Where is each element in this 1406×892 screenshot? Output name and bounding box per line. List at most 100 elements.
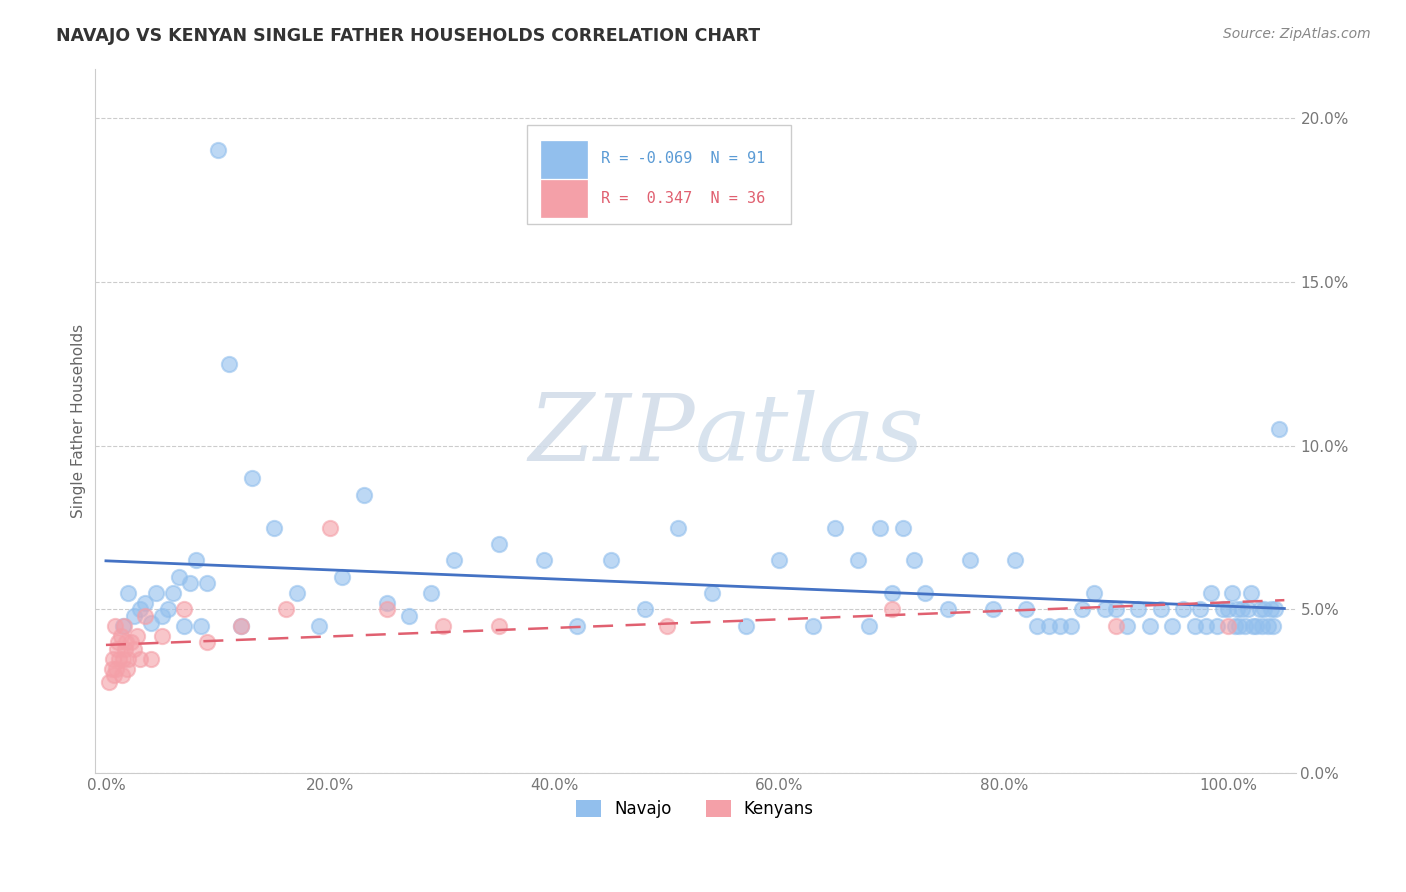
Point: [122, 609, 145, 624]
Point: [330, 570, 353, 584]
Point: [1230, 602, 1253, 616]
FancyBboxPatch shape: [541, 141, 588, 178]
Point: [1071, 602, 1094, 616]
FancyBboxPatch shape: [527, 125, 792, 224]
Point: [1240, 586, 1263, 600]
Point: [1267, 422, 1289, 436]
Point: [105, 661, 128, 675]
Text: NAVAJO VS KENYAN SINGLE FATHER HOUSEHOLDS CORRELATION CHART: NAVAJO VS KENYAN SINGLE FATHER HOUSEHOLD…: [56, 27, 761, 45]
Point: [398, 609, 420, 624]
Point: [1253, 602, 1275, 616]
Point: [375, 602, 398, 616]
Point: [173, 602, 195, 616]
Point: [1251, 619, 1274, 633]
Point: [1083, 586, 1105, 600]
Point: [1249, 602, 1271, 616]
Point: [1263, 619, 1285, 633]
FancyBboxPatch shape: [541, 180, 588, 217]
Point: [104, 619, 127, 633]
Point: [134, 609, 156, 624]
Point: [567, 619, 589, 633]
Point: [98, 674, 121, 689]
Point: [218, 357, 240, 371]
Point: [488, 537, 510, 551]
Point: [936, 602, 959, 616]
Point: [1195, 619, 1218, 633]
Point: [114, 641, 136, 656]
Point: [117, 661, 139, 675]
Point: [880, 602, 903, 616]
Point: [229, 619, 252, 633]
Point: [1184, 619, 1206, 633]
Point: [145, 586, 167, 600]
Point: [1015, 602, 1038, 616]
Point: [101, 651, 124, 665]
Point: [139, 651, 162, 665]
Point: [1049, 619, 1071, 633]
Text: atlas: atlas: [695, 390, 925, 480]
Point: [1229, 619, 1251, 633]
Point: [600, 553, 623, 567]
Point: [959, 553, 981, 567]
Point: [801, 619, 824, 633]
Point: [443, 553, 465, 567]
Point: [117, 586, 139, 600]
Point: [111, 619, 134, 633]
Point: [173, 619, 195, 633]
Point: [880, 586, 903, 600]
Point: [420, 586, 443, 600]
Point: [128, 602, 150, 616]
Point: [240, 471, 263, 485]
Point: [1105, 602, 1128, 616]
Point: [184, 553, 207, 567]
Point: [107, 635, 129, 649]
Point: [167, 570, 190, 584]
Point: [1257, 619, 1279, 633]
Point: [1105, 619, 1128, 633]
Point: [869, 520, 891, 534]
Point: [156, 602, 179, 616]
Text: ZIP: ZIP: [529, 390, 695, 480]
Point: [1206, 619, 1229, 633]
Point: [353, 488, 375, 502]
Point: [190, 619, 212, 633]
Point: [1223, 619, 1246, 633]
Legend: Navajo, Kenyans: Navajo, Kenyans: [569, 794, 821, 825]
Point: [533, 553, 555, 567]
Point: [1026, 619, 1049, 633]
Point: [1094, 602, 1116, 616]
Point: [1218, 619, 1240, 633]
Point: [274, 602, 297, 616]
Point: [179, 576, 201, 591]
Point: [1004, 553, 1026, 567]
Point: [115, 635, 138, 649]
Point: [1173, 602, 1195, 616]
Text: R =  0.347  N = 36: R = 0.347 N = 36: [602, 192, 766, 206]
Point: [150, 609, 173, 624]
Point: [127, 629, 149, 643]
Point: [655, 619, 678, 633]
Point: [914, 586, 936, 600]
Point: [633, 602, 655, 616]
Point: [846, 553, 869, 567]
Point: [1264, 602, 1286, 616]
Point: [207, 144, 229, 158]
Point: [666, 520, 689, 534]
Point: [375, 596, 398, 610]
Point: [103, 668, 125, 682]
Text: R = -0.069  N = 91: R = -0.069 N = 91: [602, 151, 766, 166]
Point: [108, 651, 131, 665]
Point: [1128, 602, 1150, 616]
Point: [285, 586, 308, 600]
Point: [858, 619, 880, 633]
Point: [1201, 586, 1223, 600]
Point: [700, 586, 723, 600]
Point: [134, 596, 156, 610]
Point: [1220, 586, 1243, 600]
Point: [195, 635, 218, 649]
Point: [117, 651, 139, 665]
Point: [734, 619, 756, 633]
Point: [105, 641, 128, 656]
Point: [1234, 619, 1257, 633]
Point: [1116, 619, 1139, 633]
